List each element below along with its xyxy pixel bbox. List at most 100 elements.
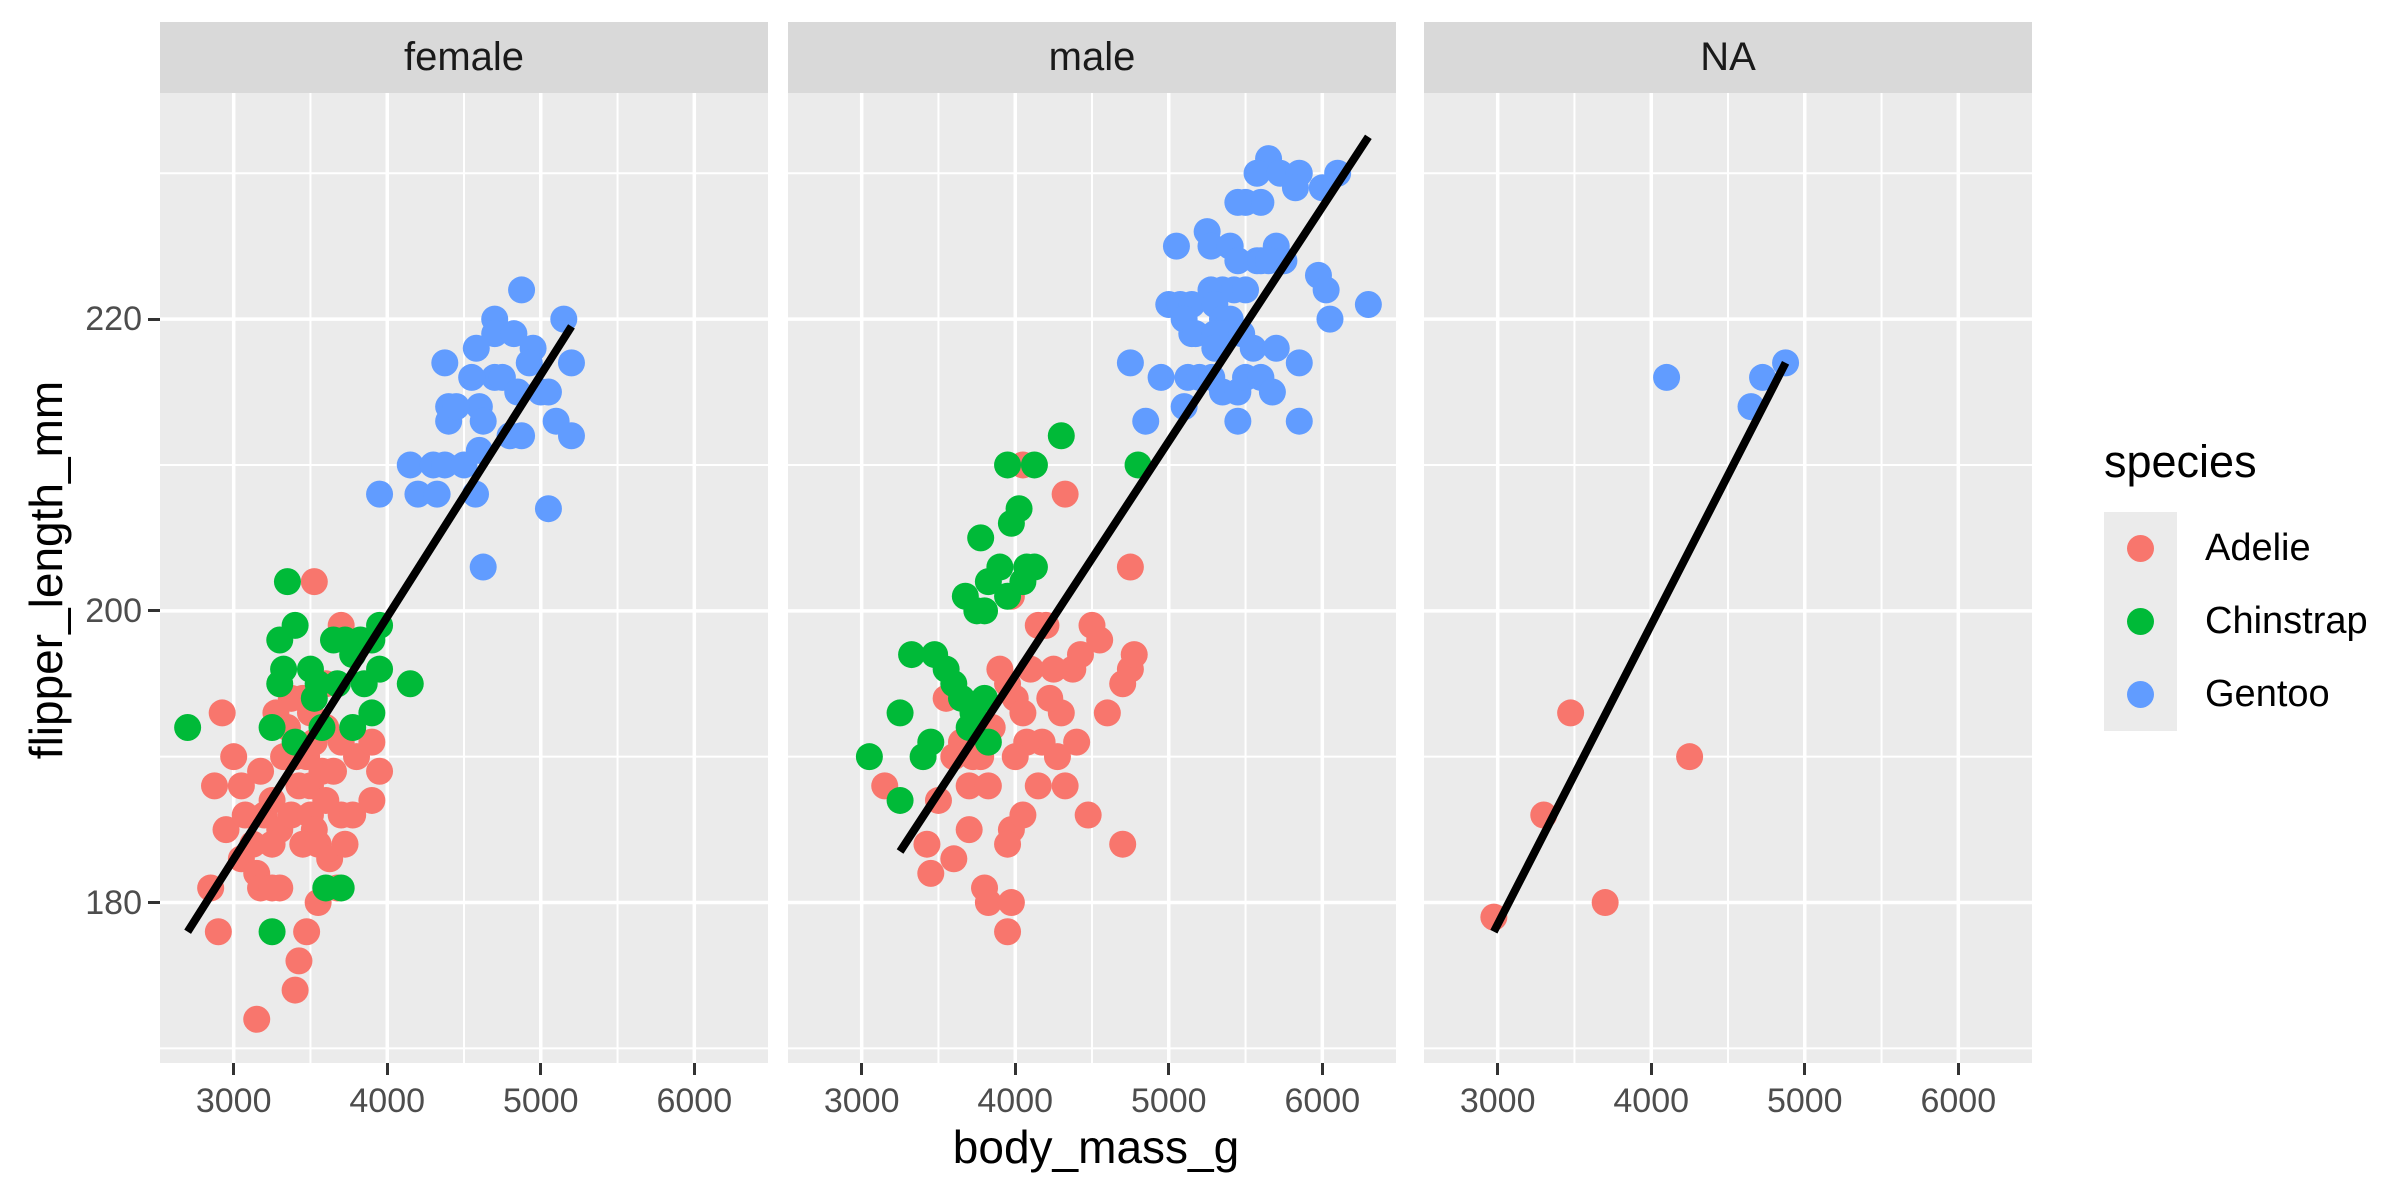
point-chinstrap	[1047, 422, 1075, 450]
point-adelie	[940, 845, 968, 873]
point-adelie	[285, 947, 313, 975]
point-gentoo	[1239, 334, 1267, 362]
x-tick-mark	[1167, 1063, 1171, 1075]
point-gentoo	[396, 451, 424, 479]
x-tick-mark	[1956, 1063, 1960, 1075]
x-tick-label: 5000	[1766, 1082, 1843, 1120]
point-adelie	[1001, 743, 1029, 771]
legend-title: species	[2104, 436, 2257, 487]
legend-entry-chinstrap: Chinstrap	[2104, 585, 2368, 658]
point-adelie	[913, 830, 941, 858]
point-gentoo	[1749, 363, 1777, 391]
point-adelie	[358, 786, 386, 814]
y-axis-title: flipper_length_mm	[20, 380, 72, 760]
legend-entry-gentoo: Gentoo	[2104, 658, 2368, 731]
point-gentoo	[431, 451, 459, 479]
point-gentoo	[1255, 247, 1283, 275]
point-gentoo	[1182, 320, 1210, 348]
point-adelie	[231, 801, 259, 829]
point-gentoo	[481, 320, 509, 348]
point-adelie	[277, 801, 305, 829]
point-chinstrap	[997, 509, 1025, 537]
x-tick-label: 4000	[977, 1082, 1054, 1120]
point-adelie	[300, 568, 328, 596]
point-adelie	[1591, 889, 1619, 917]
x-tick-mark	[1649, 1063, 1653, 1075]
point-adelie	[212, 816, 240, 844]
facet-plot-area	[160, 93, 768, 1063]
point-chinstrap	[886, 786, 914, 814]
point-gentoo	[458, 363, 486, 391]
point-gentoo	[1116, 349, 1144, 377]
point-adelie	[955, 772, 983, 800]
point-gentoo	[1316, 305, 1344, 333]
regression-line	[184, 324, 575, 934]
regression-line	[1490, 361, 1790, 934]
y-tick-label: 200	[85, 591, 142, 630]
point-gentoo	[515, 349, 543, 377]
point-gentoo	[1132, 407, 1160, 435]
point-chinstrap	[258, 918, 286, 946]
facet-strip-label: NA	[1700, 35, 1756, 79]
point-gentoo	[1197, 232, 1225, 260]
y-tick-mark	[148, 609, 160, 613]
point-adelie	[1043, 743, 1071, 771]
point-adelie	[243, 1005, 271, 1033]
point-adelie	[366, 757, 394, 785]
facet-strip-na: NA	[1424, 22, 2032, 93]
point-adelie	[201, 772, 229, 800]
point-chinstrap	[967, 524, 995, 552]
point-adelie	[247, 757, 275, 785]
y-tick-label: 180	[85, 883, 142, 922]
point-adelie	[1040, 655, 1068, 683]
point-gentoo	[1243, 159, 1271, 187]
point-chinstrap	[1020, 451, 1048, 479]
point-adelie	[1676, 743, 1704, 771]
legend-key-swatch	[2104, 585, 2177, 658]
point-gentoo	[508, 422, 536, 450]
legend-label: Adelie	[2205, 527, 2311, 569]
facet-strip-male: male	[788, 22, 1396, 93]
legend: species Adelie Chinstrap Gentoo	[2104, 436, 2368, 731]
regression-line	[896, 134, 1372, 854]
point-adelie	[1066, 641, 1094, 669]
point-gentoo	[1224, 407, 1252, 435]
point-chinstrap	[974, 728, 1002, 756]
point-gentoo	[1285, 407, 1313, 435]
point-chinstrap	[174, 714, 202, 742]
point-gentoo	[534, 378, 562, 406]
point-adelie	[319, 757, 347, 785]
point-gentoo	[1147, 363, 1175, 391]
point-adelie	[974, 889, 1002, 917]
y-tick-mark	[148, 901, 160, 905]
x-tick-label: 4000	[349, 1082, 426, 1120]
facet-plot-area	[1424, 93, 2032, 1063]
legend-key-swatch	[2104, 658, 2177, 731]
point-chinstrap	[270, 655, 298, 683]
point-adelie	[220, 743, 248, 771]
x-tick-mark	[860, 1063, 864, 1075]
facet-strip-label: male	[1048, 35, 1136, 79]
point-gentoo	[1232, 276, 1260, 304]
x-tick-label: 6000	[1920, 1082, 1997, 1120]
point-adelie	[1024, 772, 1052, 800]
point-adelie	[1120, 641, 1148, 669]
point-gentoo	[442, 393, 470, 421]
point-gentoo	[1285, 349, 1313, 377]
point-chinstrap	[994, 451, 1022, 479]
facet-panel-na	[1424, 93, 2032, 1063]
point-gentoo	[500, 320, 528, 348]
point-chinstrap	[886, 699, 914, 727]
x-tick-label: 3000	[1459, 1082, 1536, 1120]
point-chinstrap	[1009, 568, 1037, 596]
point-gentoo	[1262, 334, 1290, 362]
point-adelie	[1063, 728, 1091, 756]
point-adelie	[994, 918, 1022, 946]
point-gentoo	[1312, 276, 1340, 304]
point-gentoo	[1354, 291, 1382, 319]
point-adelie	[227, 772, 255, 800]
x-tick-mark	[1803, 1063, 1807, 1075]
x-tick-label: 5000	[502, 1082, 579, 1120]
point-adelie	[266, 874, 294, 902]
